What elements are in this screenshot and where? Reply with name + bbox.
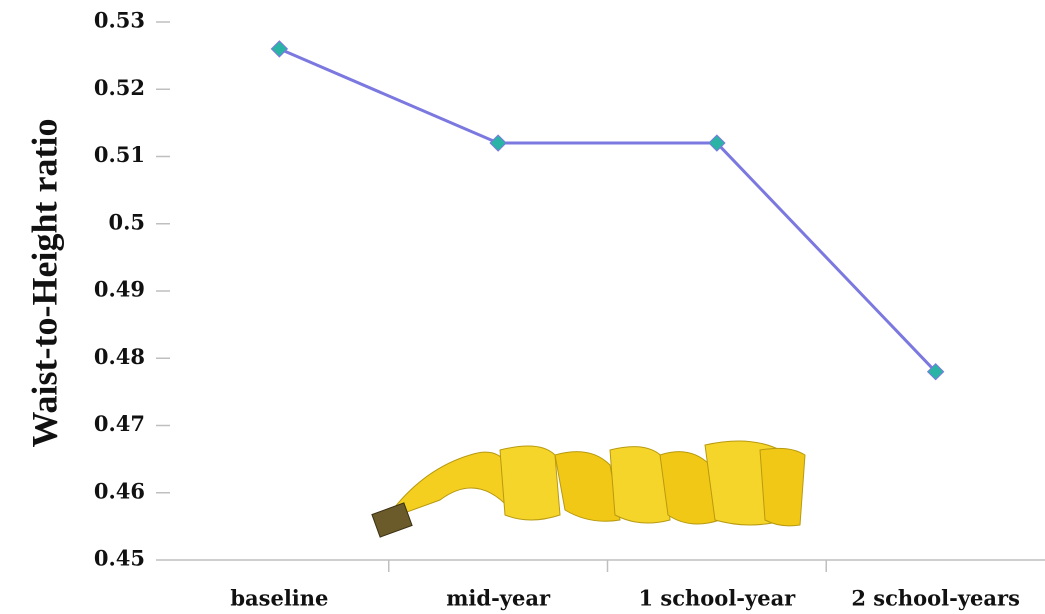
- marker: [708, 134, 726, 152]
- y-tick-label: 0.52: [94, 75, 145, 100]
- y-tick-label: 0.5: [108, 209, 145, 234]
- x-tick-label: 2 school-years: [851, 586, 1020, 611]
- y-tick-label: 0.49: [94, 277, 145, 302]
- x-tick-label: 1 school-year: [639, 586, 797, 611]
- x-tick-label: mid-year: [446, 586, 551, 611]
- y-tick-label: 0.47: [94, 411, 145, 436]
- y-tick-label: 0.46: [94, 478, 145, 503]
- line: [278, 47, 937, 373]
- y-tick-label: 0.51: [94, 142, 145, 167]
- y-axis-label: Waist-to-Height ratio: [24, 119, 64, 448]
- marker: [270, 40, 289, 58]
- y-tick-label: 0.48: [94, 344, 145, 369]
- tape-measure-illustration: [371, 440, 806, 538]
- y-tick-label: 0.45: [94, 546, 145, 571]
- marker: [489, 134, 507, 152]
- y-tick-label: 0.53: [94, 8, 145, 33]
- marker: [926, 362, 945, 381]
- x-tick-label: baseline: [230, 586, 328, 611]
